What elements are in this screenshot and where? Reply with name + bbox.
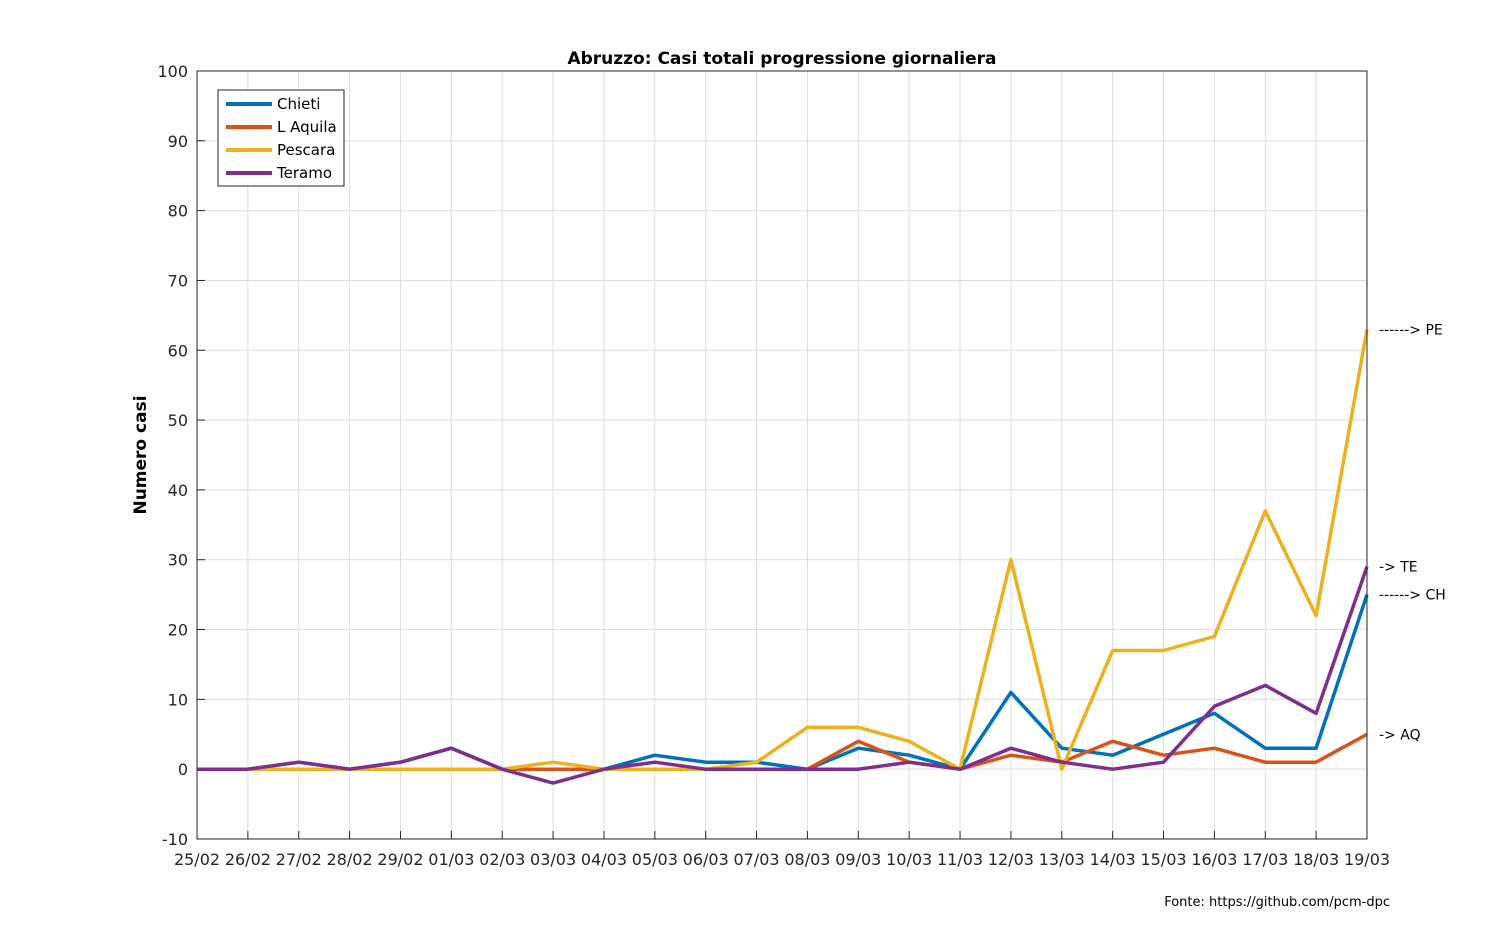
- x-tick-label: 29/02: [377, 850, 423, 869]
- x-tick-label: 11/03: [937, 850, 983, 869]
- x-tick-label: 05/03: [632, 850, 678, 869]
- series-line-teramo: [197, 566, 1369, 785]
- x-tick-label: 17/03: [1242, 850, 1288, 869]
- annotation-label: -> TE: [1379, 560, 1418, 576]
- legend-entry: Chieti: [277, 95, 320, 113]
- x-tick-label: 28/02: [327, 850, 373, 869]
- y-axis: -10 0 10 20 30 40 50 60 70 80 90 100: [157, 62, 205, 849]
- x-tick-label: 07/03: [734, 850, 780, 869]
- y-tick-label: 40: [168, 481, 188, 500]
- x-tick-label: 18/03: [1293, 850, 1339, 869]
- y-tick-label: -10: [162, 830, 188, 849]
- y-tick-label: 10: [168, 690, 188, 709]
- y-tick-label: 60: [168, 341, 188, 360]
- x-axis: 25/02 26/02 27/02 28/02 29/02 01/03 02/03 03/03…: [174, 831, 1390, 869]
- x-tick-label: 26/02: [225, 850, 271, 869]
- legend-entry: Pescara: [277, 141, 335, 159]
- x-tick-label: 14/03: [1090, 850, 1136, 869]
- series-lines: [197, 328, 1369, 785]
- x-tick-label: 12/03: [988, 850, 1034, 869]
- x-tick-label: 04/03: [581, 850, 627, 869]
- source-note: Fonte: https://github.com/pcm-dpc: [1164, 895, 1390, 910]
- x-tick-label: 16/03: [1191, 850, 1237, 869]
- y-tick-label: 90: [168, 132, 188, 151]
- plot-frame: [196, 70, 1368, 840]
- chart-title: Abruzzo: Casi totali progressione giorna…: [567, 49, 996, 69]
- y-axis-label: Numero casi: [131, 395, 151, 514]
- x-tick-label: 09/03: [835, 850, 881, 869]
- y-tick-label: 30: [168, 551, 188, 570]
- x-tick-label: 27/02: [276, 850, 322, 869]
- x-tick-label: 15/03: [1140, 850, 1186, 869]
- y-tick-label: 70: [168, 271, 188, 290]
- annotation-label: ------> PE: [1379, 322, 1443, 338]
- y-tick-label: 80: [168, 202, 188, 221]
- x-tick-label: 13/03: [1039, 850, 1085, 869]
- y-tick-label: 0: [178, 760, 188, 779]
- x-tick-label: 08/03: [784, 850, 830, 869]
- annotations: ------> PE -> TE ------> CH -> AQ: [1379, 322, 1446, 743]
- x-tick-label: 25/02: [174, 850, 220, 869]
- x-tick-label: 03/03: [530, 850, 576, 869]
- plot-background: [197, 71, 1367, 839]
- x-tick-label: 02/03: [479, 850, 525, 869]
- x-tick-label: 06/03: [683, 850, 729, 869]
- legend: Chieti L Aquila Pescara Teramo: [217, 89, 345, 187]
- y-tick-label: 20: [168, 621, 188, 640]
- x-tick-label: 10/03: [886, 850, 932, 869]
- x-tick-label: 01/03: [428, 850, 474, 869]
- legend-entry: L Aquila: [277, 118, 337, 136]
- x-tick-label: 19/03: [1344, 850, 1390, 869]
- legend-entry: Teramo: [276, 164, 332, 182]
- y-tick-label: 100: [157, 62, 188, 81]
- series-line-pescara: [197, 328, 1369, 771]
- annotation-label: ------> CH: [1379, 588, 1446, 604]
- annotation-label: -> AQ: [1379, 727, 1421, 743]
- y-tick-label: 50: [168, 411, 188, 430]
